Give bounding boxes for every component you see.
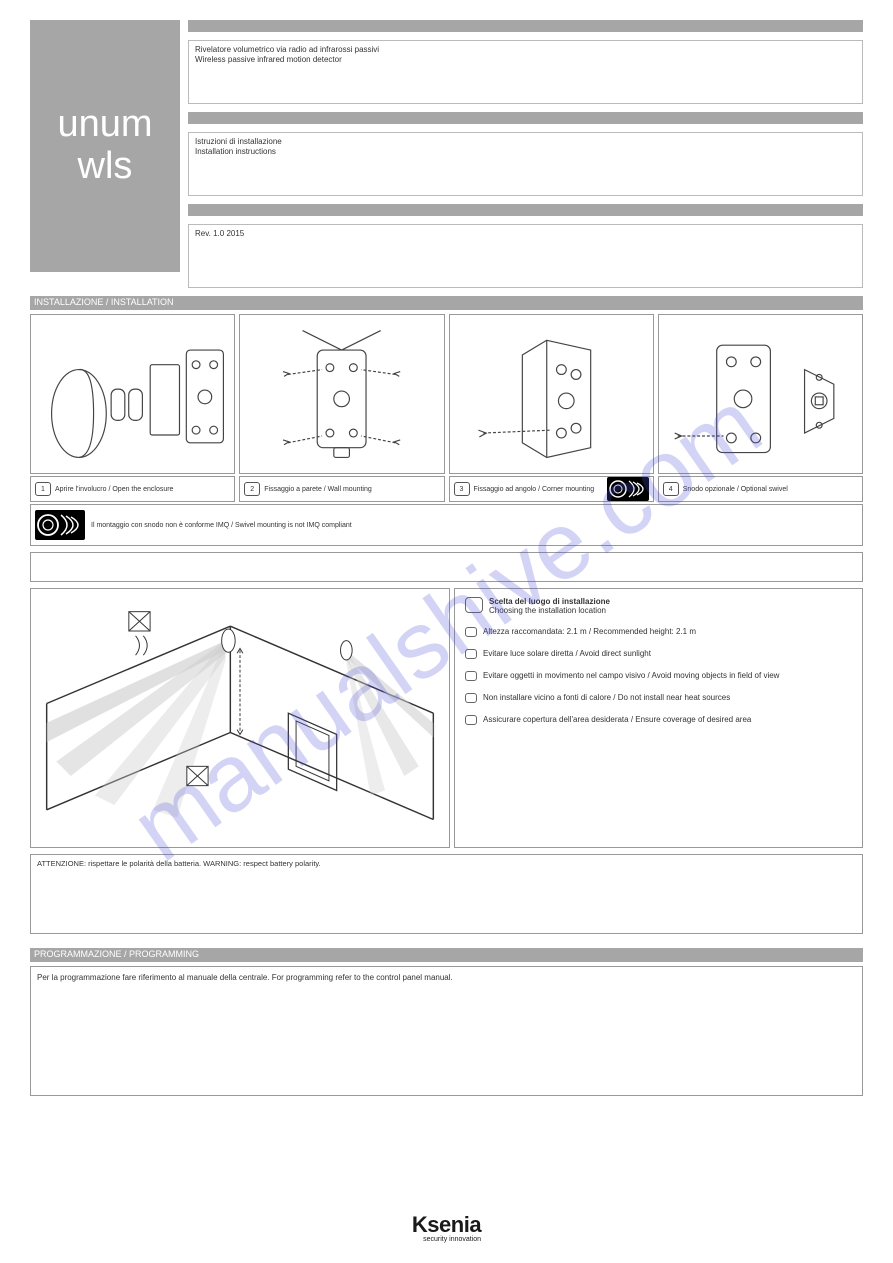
fig2-svg	[244, 319, 439, 469]
install-fig-3	[449, 314, 654, 474]
fig1-svg	[35, 319, 230, 469]
loc-text-0: Altezza raccomandata: 2.1 m / Recommende…	[483, 627, 696, 636]
loc-item-4: Assicurare copertura dell'area desiderat…	[465, 715, 852, 725]
warning-text: ATTENZIONE: rispettare le polarità della…	[37, 859, 321, 868]
product-line2: wls	[78, 146, 133, 188]
panel2-it: Istruzioni di installazione	[195, 137, 282, 146]
brand-logo: Ksenia security innovation	[412, 1212, 481, 1243]
header-bar-2	[188, 112, 863, 124]
install-fig-2	[239, 314, 444, 474]
imq-note-box: Il montaggio con snodo non è conforme IM…	[30, 504, 863, 546]
warning-box: ATTENZIONE: rispettare le polarità della…	[30, 854, 863, 934]
prog-text: Per la programmazione fare riferimento a…	[37, 973, 453, 982]
loc-item-0: Altezza raccomandata: 2.1 m / Recommende…	[465, 627, 852, 637]
imq-note-text: Il montaggio con snodo non è conforme IM…	[91, 522, 352, 529]
location-row: Scelta del luogo di installazione Choosi…	[30, 588, 863, 848]
location-text: Scelta del luogo di installazione Choosi…	[454, 588, 863, 848]
caption-2: 2 Fissaggio a parete / Wall mounting	[239, 476, 444, 502]
header-bar-1	[188, 20, 863, 32]
product-name-box: unum wls	[30, 20, 180, 272]
marker-3	[465, 693, 477, 703]
header-panel-2: Istruzioni di installazione Installation…	[188, 132, 863, 196]
fig1-num: 1	[35, 482, 51, 496]
marker-1	[465, 649, 477, 659]
room-svg	[37, 595, 443, 841]
loc-title-marker	[465, 597, 483, 613]
loc-text-4: Assicurare copertura dell'area desiderat…	[483, 715, 751, 724]
marker-2	[465, 671, 477, 681]
product-line1: unum	[57, 104, 152, 146]
prog-section-bar: PROGRAMMAZIONE / PROGRAMMING	[30, 948, 863, 962]
fig2-num: 2	[244, 482, 260, 496]
caption-row: 1 Aprire l'involucro / Open the enclosur…	[30, 476, 863, 502]
loc-title-it: Scelta del luogo di installazione	[489, 597, 610, 606]
marker-4	[465, 715, 477, 725]
install-figures-row	[30, 314, 863, 474]
header-stack: Rivelatore volumetrico via radio ad infr…	[188, 20, 863, 288]
location-title-row: Scelta del luogo di installazione Choosi…	[465, 597, 852, 615]
loc-text-2: Evitare oggetti in movimento nel campo v…	[483, 671, 779, 680]
prog-box: Per la programmazione fare riferimento a…	[30, 966, 863, 1096]
loc-item-1: Evitare luce solare diretta / Avoid dire…	[465, 649, 852, 659]
fig4-num: 4	[663, 482, 679, 496]
cap2-text: Fissaggio a parete / Wall mounting	[264, 486, 372, 493]
panel1-it: Rivelatore volumetrico via radio ad infr…	[195, 45, 379, 54]
install-title: INSTALLAZIONE / INSTALLATION	[34, 297, 174, 307]
fig3-num: 3	[454, 482, 470, 496]
header-row: unum wls Rivelatore volumetrico via radi…	[30, 20, 863, 288]
cap3-text: Fissaggio ad angolo / Corner mounting	[474, 486, 595, 493]
location-diagram	[30, 588, 450, 848]
loc-item-3: Non installare vicino a fonti di calore …	[465, 693, 852, 703]
loc-text-1: Evitare luce solare diretta / Avoid dire…	[483, 649, 651, 658]
spacer-box-1	[30, 552, 863, 582]
caption-3: 3 Fissaggio ad angolo / Corner mounting	[449, 476, 654, 502]
loc-item-2: Evitare oggetti in movimento nel campo v…	[465, 671, 852, 681]
caption-1: 1 Aprire l'involucro / Open the enclosur…	[30, 476, 235, 502]
imq-note-icon	[35, 510, 85, 540]
install-section-bar: INSTALLAZIONE / INSTALLATION	[30, 296, 863, 310]
cap4-text: Snodo opzionale / Optional swivel	[683, 486, 788, 493]
install-fig-1	[30, 314, 235, 474]
loc-title-en: Choosing the installation location	[489, 606, 606, 615]
fig4-svg	[663, 319, 858, 469]
caption-4: 4 Snodo opzionale / Optional swivel	[658, 476, 863, 502]
panel3-en: 2015	[226, 229, 244, 238]
header-bar-3	[188, 204, 863, 216]
prog-title: PROGRAMMAZIONE / PROGRAMMING	[34, 949, 199, 959]
marker-0	[465, 627, 477, 637]
panel3-it: Rev. 1.0	[195, 229, 224, 238]
install-fig-4	[658, 314, 863, 474]
panel1-en: Wireless passive infrared motion detecto…	[195, 55, 342, 64]
header-panel-3: Rev. 1.0 2015	[188, 224, 863, 288]
loc-text-3: Non installare vicino a fonti di calore …	[483, 693, 730, 702]
cap1-text: Aprire l'involucro / Open the enclosure	[55, 486, 173, 493]
header-panel-1: Rivelatore volumetrico via radio ad infr…	[188, 40, 863, 104]
logo-tagline: security innovation	[412, 1236, 481, 1243]
imq-badge-icon	[607, 477, 649, 501]
fig3-svg	[454, 319, 649, 469]
panel2-en: Installation instructions	[195, 147, 276, 156]
logo-name: Ksenia	[412, 1212, 481, 1237]
